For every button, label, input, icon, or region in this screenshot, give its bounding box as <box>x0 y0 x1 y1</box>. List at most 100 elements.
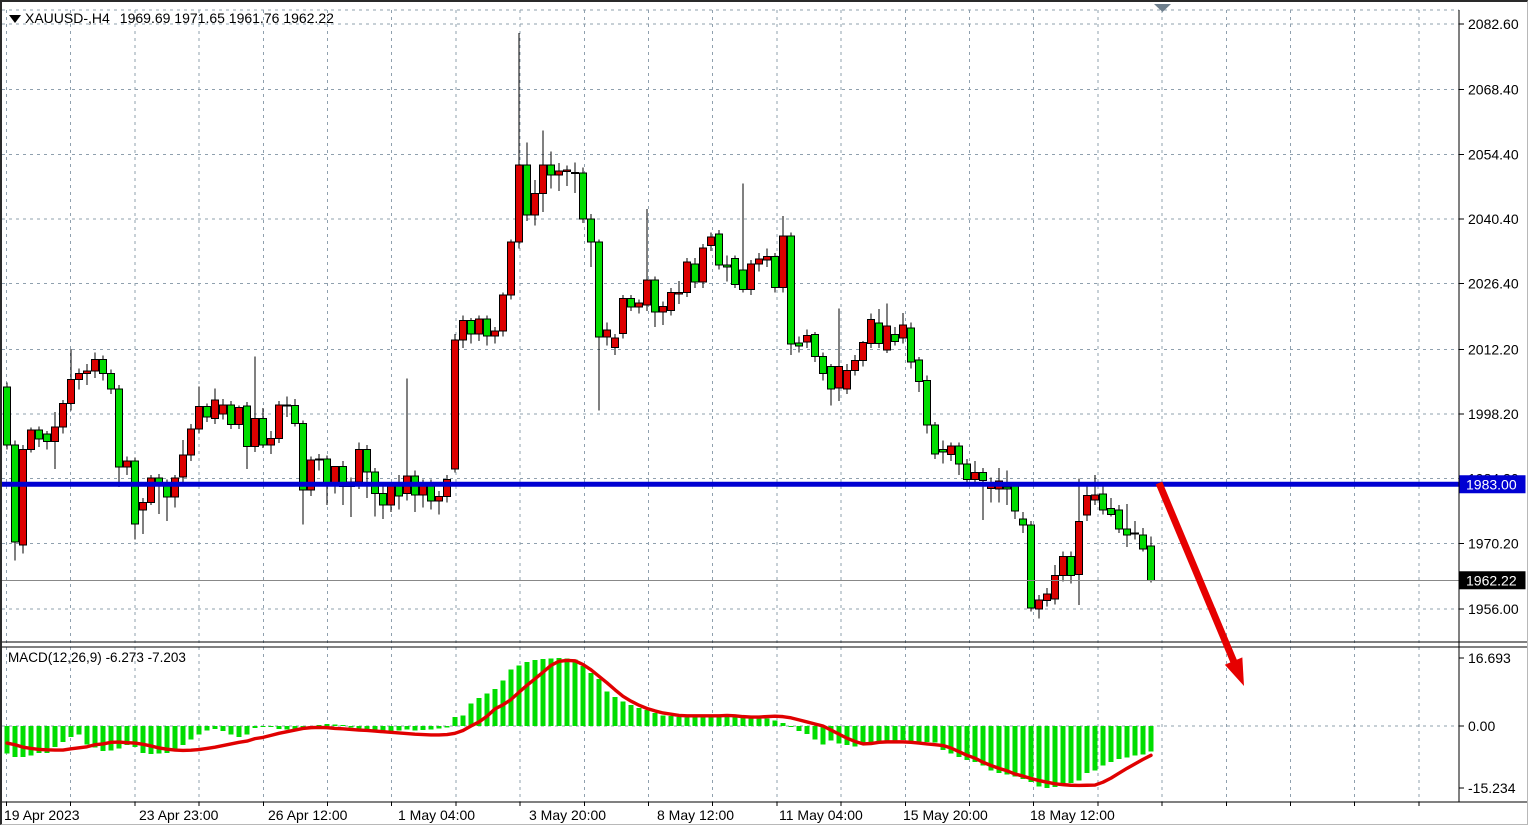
macd-histogram-bar <box>660 715 666 726</box>
trend-arrow-shaft[interactable] <box>1155 481 1239 667</box>
candle-body-up <box>475 318 483 335</box>
macd-histogram-bar <box>996 726 1002 773</box>
trend-arrow-head[interactable] <box>1224 657 1244 686</box>
candle-body-down <box>731 258 739 286</box>
macd-histogram-bar <box>604 691 610 726</box>
candle-body-down <box>811 334 819 358</box>
candle-body-up <box>643 279 651 306</box>
macd-histogram-bar <box>204 726 210 731</box>
price-axis-label: 2012.20 <box>1468 341 1519 357</box>
candle-body-down <box>907 327 915 363</box>
candle-body-down <box>283 404 291 407</box>
macd-histogram-bar <box>844 726 850 746</box>
macd-histogram-bar <box>868 726 874 742</box>
candle-body-down <box>1011 485 1019 512</box>
chart-shift-marker-icon[interactable] <box>1154 4 1171 12</box>
macd-histogram-bar <box>116 726 122 749</box>
candle-body-down <box>691 263 699 283</box>
ohlc-readout: 1969.69 1971.65 1961.76 1962.22 <box>119 10 334 26</box>
candle-body-down <box>979 472 987 482</box>
candle-body-down <box>627 297 635 308</box>
candle-body-up <box>27 429 35 451</box>
macd-histogram-bar <box>684 717 690 726</box>
macd-histogram-bar <box>284 726 290 730</box>
macd-histogram-bar <box>252 726 258 729</box>
macd-histogram-bar <box>988 726 994 771</box>
macd-histogram-bar <box>924 726 930 742</box>
candle-body-up <box>491 330 499 337</box>
macd-indicator-label: MACD(12,26,9) -6.273 -7.203 <box>8 650 186 665</box>
candle-body-up <box>843 370 851 390</box>
candle-body-up <box>1083 494 1091 516</box>
candle-body-up <box>531 193 539 216</box>
macd-histogram-bar <box>588 673 594 726</box>
macd-histogram-bar <box>948 726 954 754</box>
candle-body-up <box>331 466 339 485</box>
candle-body-up <box>1059 555 1067 576</box>
candle-body-up <box>443 479 451 498</box>
macd-histogram-bar <box>140 726 146 753</box>
candle-body-down <box>43 433 51 443</box>
candle-body-up <box>883 325 891 351</box>
macd-histogram-bar <box>636 708 642 726</box>
candle-body-down <box>1123 528 1131 536</box>
macd-histogram-bar <box>572 659 578 726</box>
macd-histogram-bar <box>1108 726 1114 763</box>
macd-histogram-bar <box>564 658 570 726</box>
candle-body-down <box>827 365 835 390</box>
macd-histogram-bar <box>20 726 26 757</box>
symbol-dropdown-icon[interactable] <box>9 15 21 23</box>
macd-histogram-bar <box>556 658 562 726</box>
macd-histogram-bar <box>620 701 626 726</box>
macd-histogram-bar <box>268 726 274 727</box>
macd-histogram-bar <box>740 717 746 726</box>
macd-histogram-bar <box>164 726 170 753</box>
candle-body-up <box>499 294 507 332</box>
macd-histogram-bar <box>124 726 130 746</box>
macd-histogram-bar <box>892 726 898 741</box>
macd-current-values: -6.273 -7.203 <box>105 650 186 665</box>
macd-histogram-bar <box>884 726 890 742</box>
candle-body-down <box>1139 534 1147 550</box>
candle-body-up <box>355 449 363 483</box>
candle-body-down <box>259 418 267 446</box>
candle-body-up <box>1051 574 1059 600</box>
macd-histogram-bar <box>812 726 818 740</box>
macd-histogram-bar <box>388 726 394 732</box>
macd-histogram-bar <box>156 726 162 754</box>
candle-body-up <box>1091 494 1099 501</box>
macd-histogram-bar <box>860 726 866 744</box>
macd-histogram-bar <box>876 726 882 742</box>
macd-histogram-bar <box>732 717 738 726</box>
macd-axis-label: -15.234 <box>1468 780 1516 796</box>
candle-body-down <box>1067 555 1075 576</box>
candle-body-down <box>891 334 899 342</box>
candle-body-up <box>779 235 787 288</box>
macd-histogram-bar <box>644 710 650 726</box>
candle-body-up <box>59 402 67 428</box>
price-axis-label: 2026.40 <box>1468 276 1519 292</box>
candle-body-down <box>715 233 723 266</box>
macd-histogram-bar <box>908 726 914 742</box>
candle-body-up <box>219 404 227 415</box>
macd-histogram-bar <box>540 658 546 726</box>
macd-histogram-bar <box>188 726 194 740</box>
candle-body-up <box>139 501 147 511</box>
candle-body-up <box>67 378 75 404</box>
candle-body-down <box>395 484 403 497</box>
macd-histogram-bar <box>1044 726 1050 789</box>
support-hline[interactable] <box>2 481 1459 487</box>
candle-body-down <box>915 359 923 383</box>
macd-histogram-bar <box>1100 726 1106 766</box>
candle-body-down <box>299 422 307 491</box>
macd-histogram-bar <box>260 726 266 727</box>
candle-body-up <box>51 426 59 443</box>
macd-histogram-bar <box>932 726 938 743</box>
candle-body-down <box>1107 507 1115 515</box>
candle-body-down <box>243 405 251 447</box>
macd-histogram-bar <box>612 697 618 726</box>
macd-histogram-bar <box>580 666 586 726</box>
candle-body-up <box>667 291 675 312</box>
